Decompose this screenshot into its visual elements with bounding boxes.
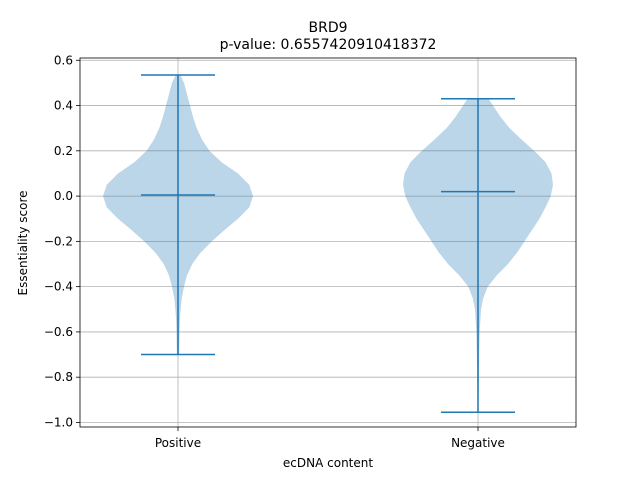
- x-axis-label: ecDNA content: [283, 456, 373, 470]
- y-tick-label: 0.4: [54, 99, 73, 113]
- plot-frame: [79, 57, 577, 428]
- y-tick-label: −0.4: [44, 280, 73, 294]
- y-tick-label: 0.2: [54, 144, 73, 158]
- y-tick-label: 0.6: [54, 53, 73, 67]
- y-tick-label: −0.8: [44, 370, 73, 384]
- y-tick-label: 0.0: [54, 189, 73, 203]
- plot-area: −1.0 −0.8 −0.6 −0.4 −0.2 0.0 0.2 0.4 0.6 Positive…: [44, 53, 577, 450]
- chart-title: BRD9: [308, 20, 347, 36]
- x-tick-label: Positive: [155, 436, 201, 450]
- chart-subtitle: p-value: 0.6557420910418372: [220, 37, 437, 53]
- y-tick-label: −0.6: [44, 325, 73, 339]
- x-tick-label: Negative: [451, 436, 505, 450]
- y-axis-label: Essentiality score: [16, 191, 30, 296]
- y-tick-label: −0.2: [44, 234, 73, 248]
- y-tick-label: −1.0: [44, 415, 73, 429]
